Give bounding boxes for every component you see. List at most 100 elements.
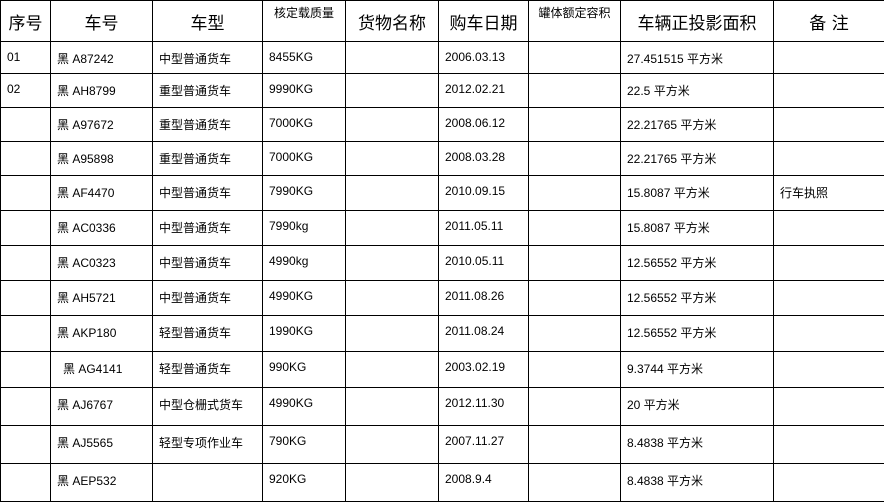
- table-cell: [774, 246, 884, 281]
- table-cell: [346, 388, 439, 426]
- table-cell: [1, 108, 51, 142]
- table-cell: 黑 AH5721: [51, 281, 153, 316]
- table-cell: [1, 426, 51, 464]
- table-cell: 27.451515 平方米: [621, 42, 774, 74]
- table-cell: [346, 211, 439, 246]
- table-cell: 2008.03.28: [439, 142, 529, 176]
- table-cell: 轻型普通货车: [153, 316, 263, 352]
- table-cell: 重型普通货车: [153, 108, 263, 142]
- table-cell: 2012.02.21: [439, 74, 529, 108]
- table-cell: [774, 352, 884, 388]
- table-cell: [1, 281, 51, 316]
- table-cell: [346, 176, 439, 211]
- table-cell: 中型普通货车: [153, 281, 263, 316]
- table-cell: 4990KG: [263, 388, 346, 426]
- table-cell: 15.8087 平方米: [621, 211, 774, 246]
- table-cell: [346, 281, 439, 316]
- header-cell: 车辆正投影面积: [621, 1, 774, 42]
- header-cell: 备 注: [774, 1, 884, 42]
- header-cell: 序号: [1, 1, 51, 42]
- table-cell: 7000KG: [263, 142, 346, 176]
- table-cell: [529, 352, 621, 388]
- table-cell: 2012.11.30: [439, 388, 529, 426]
- table-cell: [1, 246, 51, 281]
- table-cell: [774, 74, 884, 108]
- table-cell: [529, 316, 621, 352]
- table-cell: [529, 426, 621, 464]
- table-cell: 黑 AC0336: [51, 211, 153, 246]
- table-cell: 黑 AJ5565: [51, 426, 153, 464]
- table-cell: 黑 A95898: [51, 142, 153, 176]
- header-cell: 车型: [153, 1, 263, 42]
- table-cell: 2003.02.19: [439, 352, 529, 388]
- table-cell: 黑 AF4470: [51, 176, 153, 211]
- table-cell: [529, 281, 621, 316]
- table-cell: [529, 74, 621, 108]
- table-cell: 12.56552 平方米: [621, 281, 774, 316]
- table-cell: 中型普通货车: [153, 42, 263, 74]
- table-cell: 行车执照: [774, 176, 884, 211]
- table-cell: 9.3744 平方米: [621, 352, 774, 388]
- table-cell: 20 平方米: [621, 388, 774, 426]
- table-cell: 7000KG: [263, 108, 346, 142]
- table-cell: 2006.03.13: [439, 42, 529, 74]
- table-cell: [774, 316, 884, 352]
- table-cell: 15.8087 平方米: [621, 176, 774, 211]
- table-cell: 1990KG: [263, 316, 346, 352]
- table-cell: 黑 AKP180: [51, 316, 153, 352]
- table-cell: [1, 211, 51, 246]
- table-cell: [346, 426, 439, 464]
- table-cell: 黑 A97672: [51, 108, 153, 142]
- table-cell: 8.4838 平方米: [621, 426, 774, 464]
- table-cell: 2011.08.24: [439, 316, 529, 352]
- table-cell: [774, 108, 884, 142]
- table-cell: 22.21765 平方米: [621, 108, 774, 142]
- table-cell: 4990kg: [263, 246, 346, 281]
- table-cell: [346, 464, 439, 502]
- table-cell: 中型普通货车: [153, 246, 263, 281]
- table-cell: 轻型专项作业车: [153, 426, 263, 464]
- table-cell: 中型仓栅式货车: [153, 388, 263, 426]
- table-cell: [1, 176, 51, 211]
- table-cell: [529, 142, 621, 176]
- header-cell: 车号: [51, 1, 153, 42]
- table-cell: [1, 142, 51, 176]
- table-cell: [1, 388, 51, 426]
- table-cell: 2010.05.11: [439, 246, 529, 281]
- table-cell: 22.5 平方米: [621, 74, 774, 108]
- table-cell: 990KG: [263, 352, 346, 388]
- table-cell: [346, 74, 439, 108]
- table-cell: 8455KG: [263, 42, 346, 74]
- table-cell: 黑 AC0323: [51, 246, 153, 281]
- table-cell: [1, 464, 51, 502]
- table-cell: [346, 246, 439, 281]
- header-cell: 货物名称: [346, 1, 439, 42]
- table-cell: 2011.05.11: [439, 211, 529, 246]
- table-cell: [153, 464, 263, 502]
- table-cell: 黑 AJ6767: [51, 388, 153, 426]
- table-cell: [774, 211, 884, 246]
- table-cell: 920KG: [263, 464, 346, 502]
- table-cell: [774, 464, 884, 502]
- table-cell: 9990KG: [263, 74, 346, 108]
- table-cell: 中型普通货车: [153, 176, 263, 211]
- table-cell: [346, 316, 439, 352]
- table-cell: [529, 211, 621, 246]
- table-cell: [346, 352, 439, 388]
- table-cell: 重型普通货车: [153, 74, 263, 108]
- table-cell: 02: [1, 74, 51, 108]
- table-cell: 2008.9.4: [439, 464, 529, 502]
- table-cell: 12.56552 平方米: [621, 316, 774, 352]
